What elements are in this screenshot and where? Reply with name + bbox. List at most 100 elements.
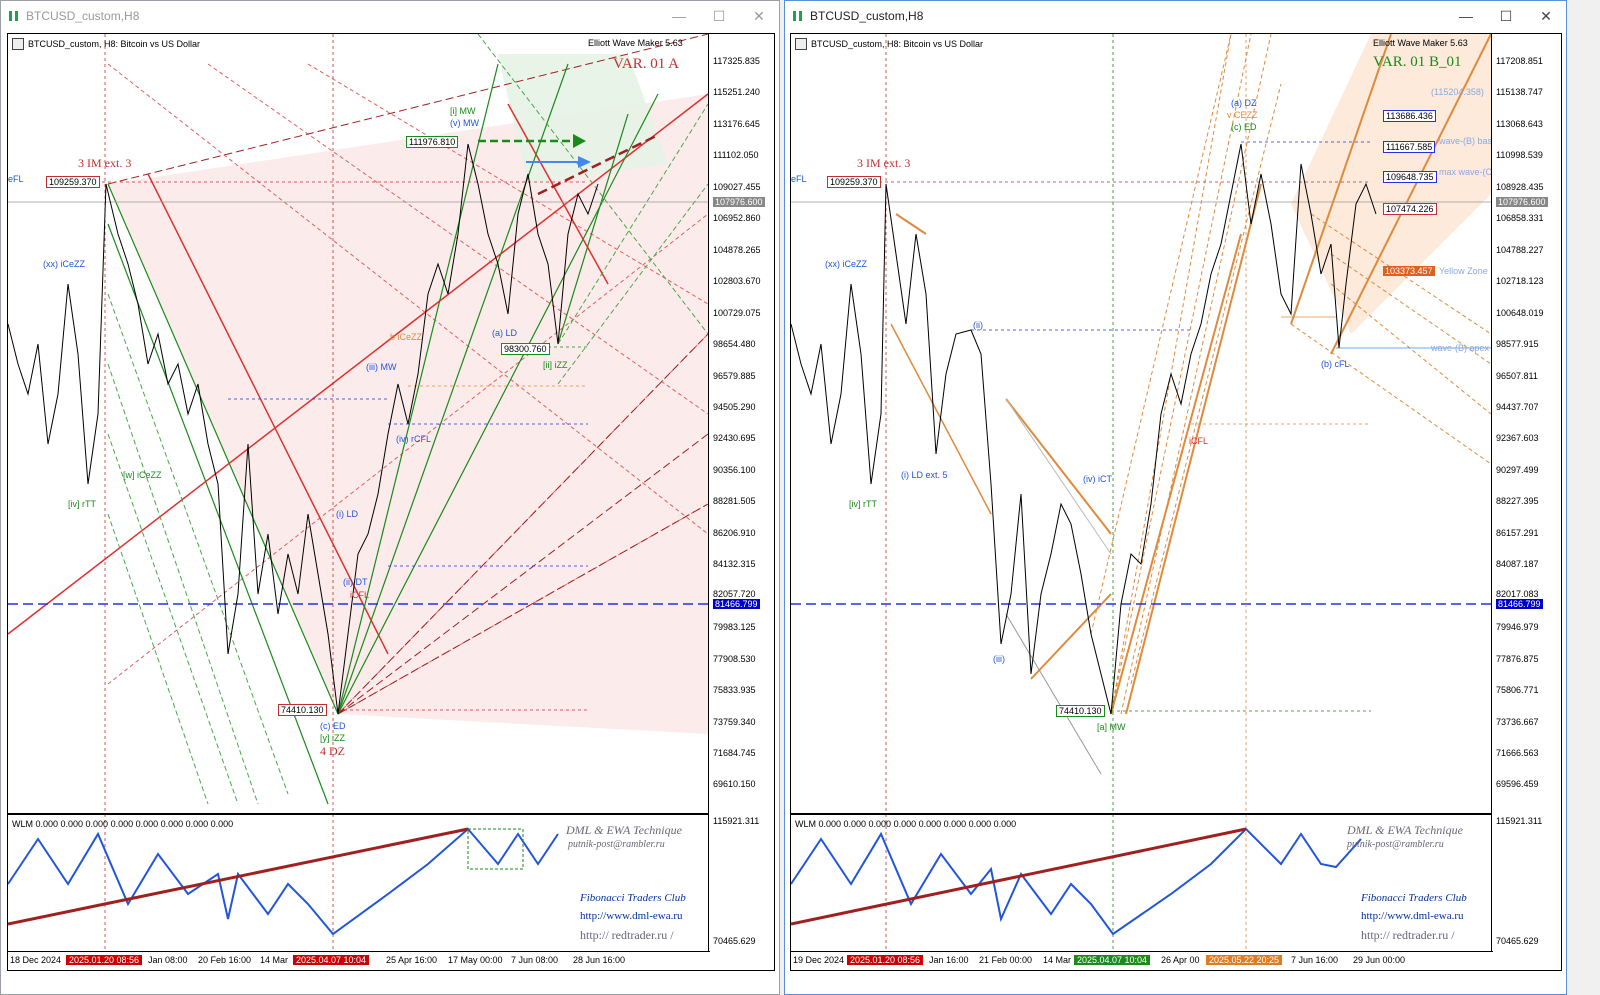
watermark-text: DML & EWA Technique (566, 823, 682, 837)
wave-label: 3 IM ext. 3 (857, 156, 911, 170)
price-label: 90297.499 (1496, 465, 1539, 475)
title-bar[interactable]: BTCUSD_custom,H8 — ☐ ✕ (1, 1, 779, 31)
price-box: 74410.130 (1056, 705, 1105, 717)
price-label: 73736.667 (1496, 717, 1539, 727)
wave-label: (v) MW (450, 118, 479, 128)
window-title: BTCUSD_custom,H8 (26, 9, 140, 23)
wave-label: (xx) iCeZZ (43, 259, 85, 269)
time-axis[interactable]: 19 Dec 2024 2025.01.20 08:56 Jan 16:00 2… (791, 951, 1493, 970)
watermark-text: putnik-post@rambler.ru (1347, 839, 1444, 850)
wave-label: [w] iCeZZ (123, 470, 162, 480)
price-axis[interactable]: 117325.835 115251.240 113176.645 111102.… (708, 34, 773, 970)
wave-label: max wave-(C) (1439, 167, 1496, 177)
price-box: 109648.735 (1383, 171, 1437, 183)
wave-label: Yellow Zone (1439, 266, 1488, 276)
wave-label: (ii) DT (343, 577, 368, 587)
time-label: 21 Feb 00:00 (979, 955, 1033, 965)
price-label: 75833.935 (713, 685, 756, 695)
wave-label: [y] iZZ (320, 733, 345, 743)
indicator-price-label: 70465.629 (1496, 936, 1539, 946)
chart-drawing (791, 34, 1492, 954)
watermark-link[interactable]: http://www.dml-ewa.ru (580, 910, 683, 922)
price-label: 104878.265 (713, 245, 761, 255)
price-label: 96579.885 (713, 371, 756, 381)
chart-app-icon (791, 9, 805, 23)
indicator-price-label: 70465.629 (713, 936, 756, 946)
time-label: 29 Jun 00:00 (1353, 955, 1406, 965)
ewm-label: Elliott Wave Maker 5.63 (588, 38, 683, 48)
price-box: 109259.370 (827, 176, 881, 188)
time-axis[interactable]: 18 Dec 2024 2025.01.20 08:56 Jan 08:00 2… (8, 951, 710, 970)
watermark-text: http:// redtrader.ru / (1361, 928, 1455, 942)
chart-window-left[interactable]: BTCUSD_custom,H8 — ☐ ✕ (0, 0, 780, 995)
price-label: 94505.290 (713, 402, 756, 412)
wave-label: eFL (8, 174, 24, 184)
wave-label: b iCeZZ (390, 332, 423, 342)
level-price-label: 81466.799 (1496, 599, 1543, 609)
price-label: 79946.979 (1496, 622, 1539, 632)
indicator-price-label: 115921.311 (1496, 816, 1543, 826)
time-marker-label: 2025.04.07 10:04 (293, 955, 370, 965)
level-price-label: 81466.799 (713, 599, 760, 609)
price-label: 109027.455 (713, 182, 761, 192)
price-label: 106952.860 (713, 213, 761, 223)
minimize-button[interactable]: — (1459, 8, 1473, 24)
close-button[interactable]: ✕ (753, 7, 765, 24)
symbol-info: BTCUSD_custom, H8: Bitcoin vs US Dollar (12, 38, 200, 50)
time-label: 20 Feb 16:00 (198, 955, 252, 965)
wave-label: iCFL (350, 590, 370, 600)
current-price-label: 107976.600 (713, 197, 765, 207)
watermark-text: putnik-post@rambler.ru (568, 839, 665, 850)
price-label: 98577.915 (1496, 339, 1539, 349)
price-label: 111102.050 (713, 150, 759, 160)
wave-label: (115204.358) (1431, 87, 1484, 97)
price-box: 109259.370 (46, 176, 100, 188)
wave-label: wave-(B) base (1439, 136, 1498, 146)
price-label: 90356.100 (713, 465, 756, 475)
price-label: 75806.771 (1496, 685, 1539, 695)
time-label: 17 May 00:00 (448, 955, 503, 965)
price-label: 117208.851 (1496, 56, 1543, 66)
price-label: 88227.395 (1496, 496, 1539, 506)
time-marker-label: 2025.01.20 08:56 (847, 955, 924, 965)
price-label: 117325.835 (713, 56, 760, 66)
time-label: 14 Mar (260, 955, 289, 965)
title-bar[interactable]: BTCUSD_custom,H8 — ☐ ✕ (785, 1, 1566, 31)
wave-label: [i] MW (450, 106, 476, 116)
wave-label: 3 IM ext. 3 (78, 156, 132, 170)
indicator-label: WLM 0.000 0.000 0.000 0.000 0.000 0.000 … (12, 819, 234, 829)
price-axis[interactable]: 117208.851 115138.747 113068.643 110998.… (1491, 34, 1560, 970)
price-label: 96507.811 (1496, 371, 1538, 381)
price-box: 111976.810 (406, 136, 459, 148)
maximize-button[interactable]: ☐ (1499, 7, 1513, 24)
price-label: 86157.291 (1496, 528, 1539, 538)
indicator-price-label: 115921.311 (713, 816, 760, 826)
time-marker-label: 2025.01.20 08:56 (66, 955, 143, 965)
watermark-link[interactable]: http://www.dml-ewa.ru (1361, 910, 1464, 922)
maximize-button[interactable]: ☐ (712, 7, 726, 24)
ewm-label: Elliott Wave Maker 5.63 (1373, 38, 1468, 48)
chart-type-icon (12, 38, 24, 50)
price-label: 69610.150 (713, 779, 756, 789)
time-label: 28 Jun 16:00 (573, 955, 626, 965)
chart-canvas[interactable]: BTCUSD_custom, H8: Bitcoin vs US Dollar … (7, 33, 775, 971)
price-label: 84132.315 (713, 559, 756, 569)
minimize-button[interactable]: — (672, 8, 686, 24)
chart-window-right[interactable]: BTCUSD_custom,H8 — ☐ ✕ (784, 0, 1567, 995)
watermark-text: Fibonacci Traders Club (1361, 892, 1467, 904)
time-label: 7 Jun 16:00 (1291, 955, 1339, 965)
price-label: 77908.530 (713, 654, 756, 664)
chart-canvas[interactable]: BTCUSD_custom, H8: Bitcoin vs US Dollar … (790, 33, 1562, 971)
price-box: 98300.760 (501, 343, 550, 355)
price-label: 100648.019 (1496, 308, 1544, 318)
price-label: 82017.083 (1496, 589, 1539, 599)
price-label: 92430.695 (713, 433, 756, 443)
watermark-text: http:// redtrader.ru / (580, 928, 674, 942)
price-box: 111667.585 (1383, 141, 1436, 153)
price-label: 115251.240 (713, 87, 760, 97)
time-label: 7 Jun 08:00 (511, 955, 559, 965)
watermark-text: Fibonacci Traders Club (580, 892, 686, 904)
close-button[interactable]: ✕ (1540, 7, 1552, 24)
price-label: 86206.910 (713, 528, 756, 538)
indicator-label: WLM 0.000 0.000 0.000 0.000 0.000 0.000 … (795, 819, 1017, 829)
